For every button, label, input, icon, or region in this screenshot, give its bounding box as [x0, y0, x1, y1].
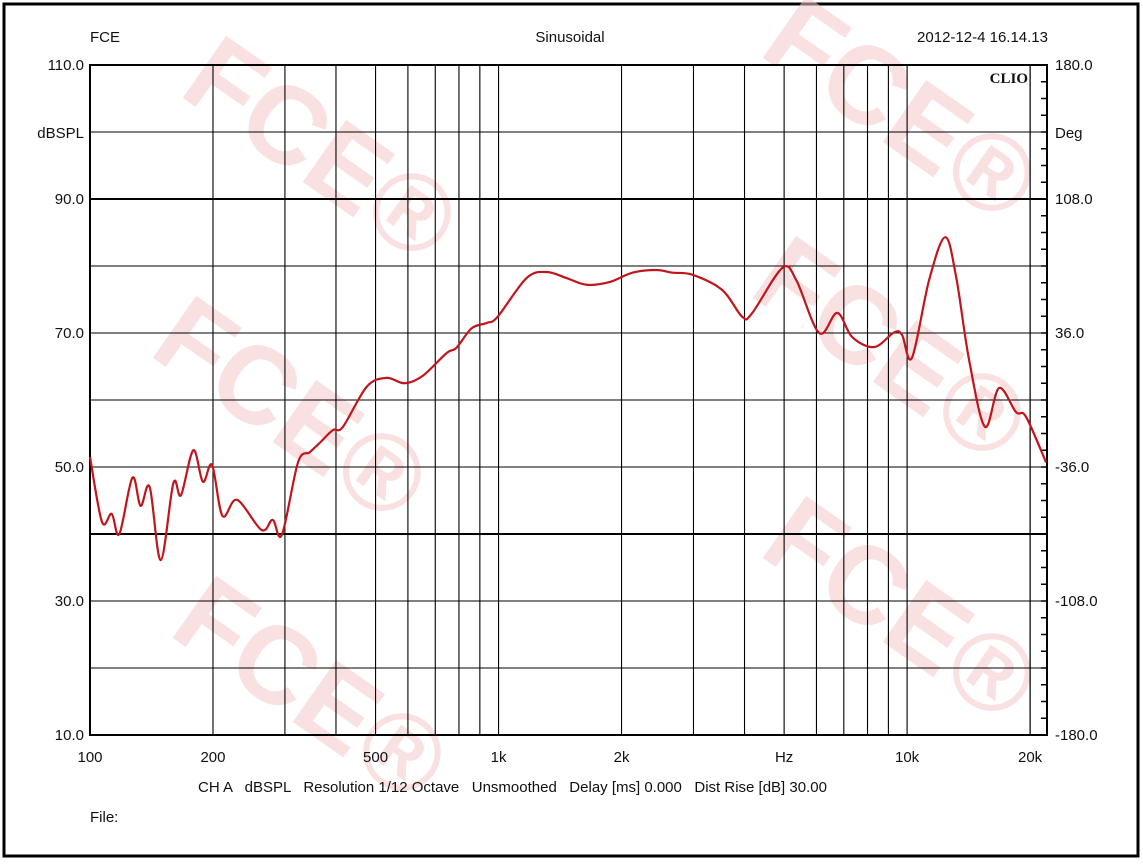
x-tick-label: Hz — [775, 749, 793, 766]
file-label: File: — [90, 809, 118, 826]
x-tick-label: 20k — [1018, 749, 1043, 766]
y2-tick-label: -180.0 — [1055, 727, 1098, 744]
y-tick-label: 70.0 — [55, 325, 84, 342]
y2-tick-label: -108.0 — [1055, 593, 1098, 610]
x-tick-label: 2k — [614, 749, 630, 766]
y2-tick-label: 36.0 — [1055, 325, 1084, 342]
y2-tick-label: 180.0 — [1055, 57, 1093, 74]
y-axis-label: dBSPL — [37, 125, 84, 142]
y2-tick-label: -36.0 — [1055, 459, 1089, 476]
x-tick-label: 500 — [363, 749, 388, 766]
clio-logo: CLIO — [990, 71, 1028, 87]
y-tick-label: 110.0 — [48, 57, 84, 74]
x-tick-label: 100 — [77, 749, 102, 766]
header-title: Sinusoidal — [535, 29, 604, 46]
header-left: FCE — [90, 29, 120, 46]
y2-axis-label: Deg — [1055, 125, 1083, 142]
y-tick-label: 90.0 — [55, 191, 84, 208]
y-tick-label: 10.0 — [55, 727, 84, 744]
header-date: 2012-12-4 16.14.13 — [917, 29, 1048, 46]
y-tick-label: 50.0 — [55, 459, 84, 476]
measurement-settings: CH A dBSPL Resolution 1/12 Octave Unsmoo… — [198, 779, 827, 796]
x-axis: 100 200 500 1k 2k Hz 10k 20k — [77, 749, 1042, 766]
x-tick-label: 10k — [895, 749, 920, 766]
spl-curve — [88, 236, 1048, 562]
x-tick-label: 1k — [491, 749, 507, 766]
x-tick-label: 200 — [200, 749, 225, 766]
y2-tick-label: 108.0 — [1055, 191, 1093, 208]
y2-axis: 180.0 108.0 36.0 -36.0 -108.0 -180.0 — [1041, 57, 1098, 744]
y-axis: 110.0 90.0 70.0 50.0 30.0 10.0 — [48, 57, 84, 744]
y-tick-label: 30.0 — [55, 593, 84, 610]
